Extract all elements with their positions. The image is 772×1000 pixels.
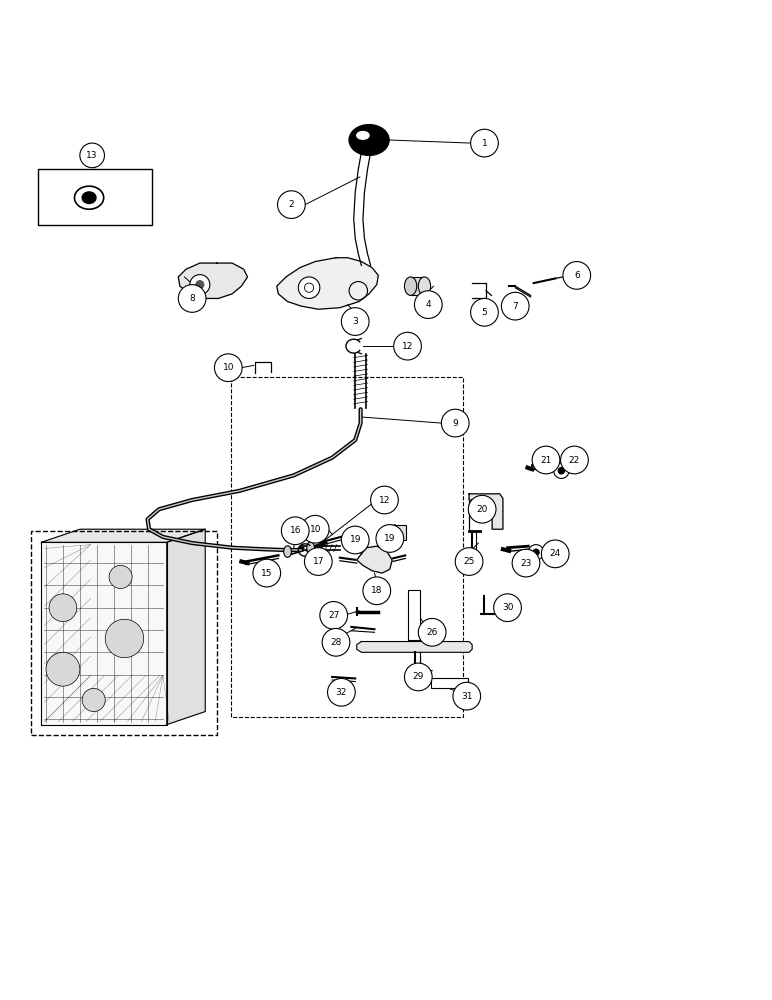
Text: 19: 19	[384, 534, 395, 543]
Circle shape	[215, 354, 242, 382]
Circle shape	[304, 548, 332, 575]
Circle shape	[301, 515, 329, 543]
Text: 6: 6	[574, 271, 580, 280]
Text: 28: 28	[330, 638, 342, 647]
Circle shape	[532, 446, 560, 474]
Circle shape	[320, 602, 347, 629]
Polygon shape	[469, 494, 503, 529]
Circle shape	[46, 652, 80, 686]
Circle shape	[281, 517, 309, 545]
Circle shape	[394, 332, 422, 360]
Text: 17: 17	[313, 557, 324, 566]
Polygon shape	[42, 542, 167, 725]
Text: 13: 13	[86, 151, 98, 160]
Text: 23: 23	[520, 559, 532, 568]
Text: 12: 12	[402, 342, 413, 351]
Text: 26: 26	[426, 628, 438, 637]
Text: 7: 7	[513, 302, 518, 311]
Bar	[431, 678, 468, 688]
Circle shape	[453, 682, 481, 710]
Circle shape	[471, 129, 498, 157]
Circle shape	[196, 281, 204, 288]
Polygon shape	[277, 258, 378, 309]
Circle shape	[415, 291, 442, 318]
Circle shape	[109, 565, 132, 588]
Text: 21: 21	[540, 456, 552, 465]
Circle shape	[455, 548, 483, 575]
Bar	[384, 525, 406, 540]
Text: 3: 3	[352, 317, 358, 326]
Text: 32: 32	[336, 688, 347, 697]
Circle shape	[49, 594, 76, 622]
Bar	[408, 590, 420, 640]
Ellipse shape	[357, 132, 369, 139]
Circle shape	[418, 618, 446, 646]
Circle shape	[363, 577, 391, 605]
Ellipse shape	[82, 192, 96, 203]
Text: 16: 16	[290, 526, 301, 535]
Circle shape	[442, 409, 469, 437]
Circle shape	[560, 446, 588, 474]
Bar	[39, 169, 152, 225]
Ellipse shape	[306, 542, 314, 553]
Text: 1: 1	[482, 139, 487, 148]
Text: 10: 10	[222, 363, 234, 372]
Circle shape	[190, 275, 210, 295]
Text: 15: 15	[261, 569, 273, 578]
Text: 25: 25	[463, 557, 475, 566]
Circle shape	[105, 619, 144, 658]
Circle shape	[80, 143, 104, 168]
Text: 19: 19	[350, 535, 361, 544]
Circle shape	[327, 678, 355, 706]
Circle shape	[471, 298, 498, 326]
Circle shape	[541, 540, 569, 568]
Polygon shape	[357, 642, 472, 652]
Circle shape	[376, 525, 404, 552]
Text: 30: 30	[502, 603, 513, 612]
Text: 5: 5	[482, 308, 487, 317]
Circle shape	[178, 285, 206, 312]
Text: 12: 12	[379, 496, 390, 505]
Text: 22: 22	[569, 456, 580, 465]
Ellipse shape	[349, 125, 389, 155]
Text: 20: 20	[476, 505, 488, 514]
Circle shape	[563, 262, 591, 289]
Ellipse shape	[283, 546, 291, 557]
Circle shape	[278, 191, 305, 218]
Circle shape	[322, 628, 350, 656]
Ellipse shape	[405, 277, 417, 295]
Text: 31: 31	[461, 692, 472, 701]
Bar	[31, 531, 217, 735]
Text: 27: 27	[328, 611, 340, 620]
Circle shape	[341, 308, 369, 335]
Circle shape	[533, 549, 539, 555]
Circle shape	[512, 549, 540, 577]
Circle shape	[469, 495, 496, 523]
Text: 18: 18	[371, 586, 382, 595]
Circle shape	[298, 277, 320, 298]
Ellipse shape	[418, 277, 431, 295]
Circle shape	[341, 526, 369, 554]
Bar	[411, 277, 425, 295]
Text: 4: 4	[425, 300, 431, 309]
Polygon shape	[167, 529, 205, 725]
Text: 24: 24	[550, 549, 560, 558]
Text: 8: 8	[189, 294, 195, 303]
Polygon shape	[357, 546, 392, 573]
Polygon shape	[178, 263, 248, 298]
Text: 29: 29	[412, 672, 424, 681]
Polygon shape	[42, 529, 205, 542]
Circle shape	[493, 594, 521, 622]
Circle shape	[371, 486, 398, 514]
Text: 10: 10	[310, 525, 321, 534]
Text: 9: 9	[452, 419, 458, 428]
Circle shape	[82, 688, 105, 712]
Circle shape	[253, 559, 280, 587]
Circle shape	[405, 663, 432, 691]
Text: 2: 2	[289, 200, 294, 209]
Circle shape	[501, 292, 529, 320]
Circle shape	[558, 468, 564, 474]
